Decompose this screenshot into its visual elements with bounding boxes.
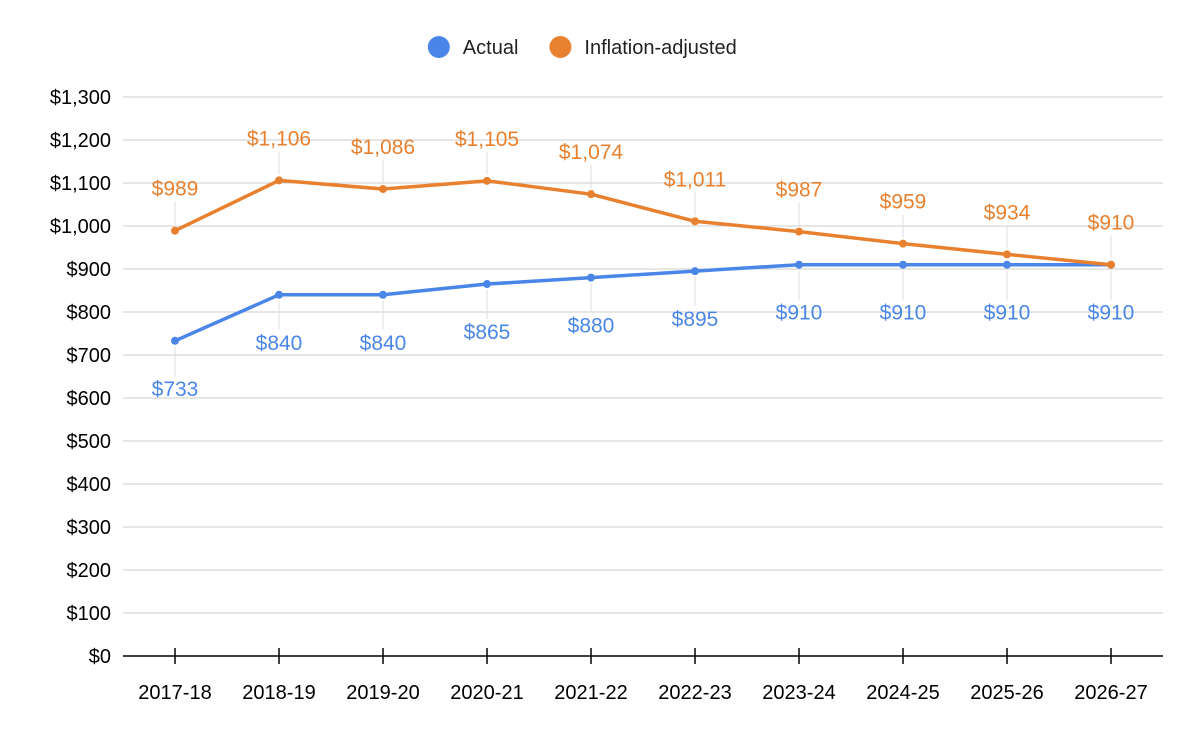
data-point-actual xyxy=(587,273,595,282)
legend-item: Actual xyxy=(427,36,519,59)
y-tick-label: $300 xyxy=(67,517,112,539)
data-label-actual: $865 xyxy=(464,321,511,344)
data-point-actual xyxy=(899,260,907,269)
x-tick-label: 2022-23 xyxy=(658,682,731,704)
data-label-inflation-adjusted: $1,106 xyxy=(247,127,311,150)
data-point-inflation-adjusted xyxy=(691,217,699,226)
data-label-inflation-adjusted: $989 xyxy=(152,178,199,201)
data-labels: $733 $840 $840 $865 $880 $895 $910 $910 $910 $910… xyxy=(152,127,1135,400)
y-tick-label: $700 xyxy=(67,345,112,367)
data-label-inflation-adjusted: $1,074 xyxy=(559,141,624,164)
data-point-actual xyxy=(379,290,387,299)
data-label-actual: $840 xyxy=(360,332,407,355)
legend-label: Actual xyxy=(463,37,519,59)
data-point-actual xyxy=(1003,260,1011,269)
data-label-inflation-adjusted: $1,086 xyxy=(351,136,415,159)
y-tick-label: $900 xyxy=(67,259,112,281)
data-label-actual: $910 xyxy=(984,302,1031,325)
data-point-actual xyxy=(483,280,491,289)
x-tick-label: 2017-18 xyxy=(138,682,211,704)
x-tick-label: 2019-20 xyxy=(346,682,419,704)
y-tick-label: $100 xyxy=(67,603,112,625)
data-point-inflation-adjusted xyxy=(171,226,179,235)
data-label-inflation-adjusted: $987 xyxy=(776,179,823,202)
data-point-actual xyxy=(171,336,179,345)
x-tick-label: 2020-21 xyxy=(450,682,523,704)
y-tick-label: $1,100 xyxy=(50,173,111,195)
data-point-inflation-adjusted xyxy=(483,176,491,185)
series-line-actual xyxy=(173,262,1113,343)
y-tick-label: $1,200 xyxy=(50,130,111,152)
y-tick-label: $0 xyxy=(89,646,111,668)
data-point-actual xyxy=(691,267,699,276)
data-point-actual xyxy=(795,260,803,269)
y-tick-label: $500 xyxy=(67,431,112,453)
data-point-actual xyxy=(275,290,283,299)
x-tick-label: 2024-25 xyxy=(866,682,939,704)
data-label-actual: $880 xyxy=(568,315,615,338)
data-label-actual: $895 xyxy=(672,308,719,331)
data-label-actual: $840 xyxy=(256,332,303,355)
data-label-actual: $910 xyxy=(880,302,927,325)
legend-marker xyxy=(427,36,450,58)
x-tick-label: 2023-24 xyxy=(762,682,835,704)
data-point-inflation-adjusted xyxy=(587,190,595,199)
data-point-inflation-adjusted xyxy=(899,239,907,248)
series-line-inflation-adjusted xyxy=(173,178,1113,267)
y-tick-label: $600 xyxy=(67,388,112,410)
data-label-actual: $910 xyxy=(1088,302,1135,325)
legend-marker xyxy=(549,36,572,58)
x-tick-label: 2026-27 xyxy=(1074,682,1147,704)
y-tick-label: $1,000 xyxy=(50,216,111,238)
data-label-inflation-adjusted: $1,105 xyxy=(455,128,519,151)
axes: $0 $100 $200 $300 $400 $500 $600 $700 $800 $900 $1… xyxy=(50,87,1163,704)
y-tick-label: $800 xyxy=(67,302,112,324)
x-tick-label: 2025-26 xyxy=(970,682,1043,704)
data-point-inflation-adjusted xyxy=(275,176,283,185)
data-label-actual: $910 xyxy=(776,302,823,325)
x-tick-label: 2018-19 xyxy=(242,682,315,704)
legend: Actual Inflation-adjusted xyxy=(427,36,737,59)
y-tick-label: $1,300 xyxy=(50,87,111,109)
x-tick-label: 2021-22 xyxy=(554,682,627,704)
data-label-inflation-adjusted: $959 xyxy=(880,191,927,214)
data-point-inflation-adjusted xyxy=(1107,260,1115,269)
data-point-inflation-adjusted xyxy=(1003,250,1011,259)
data-point-inflation-adjusted xyxy=(795,227,803,236)
data-label-inflation-adjusted: $1,011 xyxy=(664,168,727,191)
data-point-inflation-adjusted xyxy=(379,185,387,194)
data-label-actual: $733 xyxy=(152,378,199,401)
series xyxy=(171,176,1115,345)
data-label-inflation-adjusted: $934 xyxy=(984,201,1031,224)
y-tick-label: $200 xyxy=(67,560,112,582)
legend-item: Inflation-adjusted xyxy=(549,36,737,59)
legend-label: Inflation-adjusted xyxy=(584,37,736,59)
data-label-inflation-adjusted: $910 xyxy=(1088,212,1135,235)
y-tick-label: $400 xyxy=(67,474,112,496)
